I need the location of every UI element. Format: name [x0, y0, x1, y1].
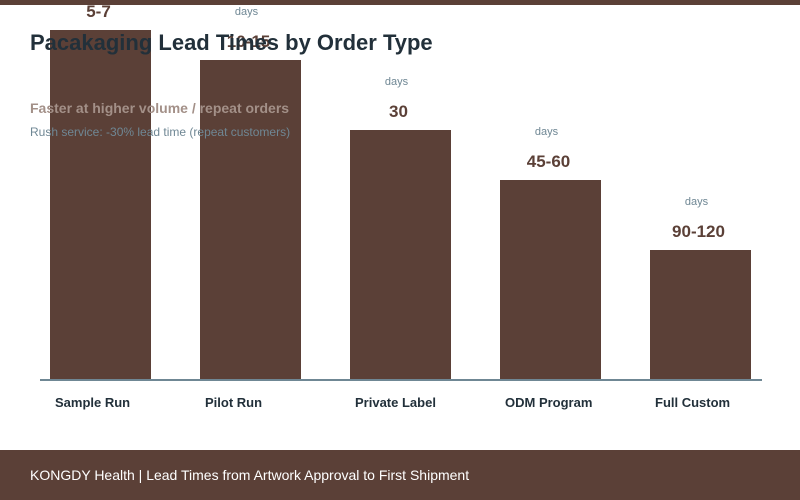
bar-chart: days 5-7 Sample Run days 10-15 Pilot Run days 3…: [40, 2, 762, 410]
bar: [350, 130, 451, 380]
top-accent-stripe: [0, 0, 800, 5]
bar: [500, 180, 601, 380]
bar: [650, 250, 751, 380]
category-label: Pilot Run: [205, 395, 262, 410]
bar-value-label: 90-120: [672, 222, 725, 241]
bar-unit-label: days: [385, 76, 409, 88]
bar-value-label: 10-15: [227, 32, 270, 51]
category-label: Full Custom: [655, 395, 730, 410]
bars-layer: [50, 30, 751, 380]
footer-bar: KONGDY Health | Lead Times from Artwork …: [0, 450, 800, 500]
category-label: ODM Program: [505, 395, 592, 410]
bar-value-label: 45-60: [527, 152, 570, 171]
bar-unit-label: days: [235, 6, 259, 18]
bar-unit-label: days: [535, 126, 559, 138]
chart-title: Pacakaging Lead Times by Order Type: [30, 30, 433, 55]
chart-subtitle: Faster at higher volume / repeat orders: [30, 100, 290, 116]
category-label: Private Label: [355, 395, 436, 410]
bar-value-label: 30: [389, 102, 408, 121]
category-label: Sample Run: [55, 395, 130, 410]
labels-layer: days 5-7 Sample Run days 10-15 Pilot Run days 3…: [55, 2, 730, 410]
bar: [50, 30, 151, 380]
bar-value-label: 5-7: [86, 2, 111, 21]
bar-unit-label: days: [685, 196, 709, 208]
rush-service-note: Rush service: -30% lead time (repeat cus…: [30, 125, 291, 139]
footer-text: KONGDY Health | Lead Times from Artwork …: [30, 467, 470, 483]
bar: [200, 60, 301, 380]
